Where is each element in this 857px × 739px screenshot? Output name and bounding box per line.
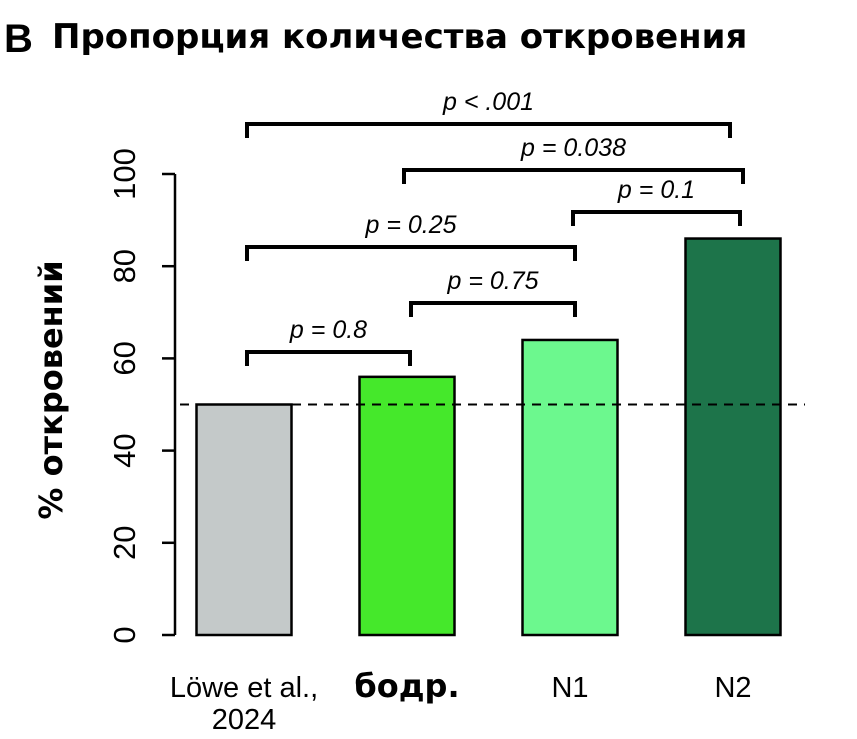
- comparison-brackets: p < .001 p = 0.038 p = 0.1 p = 0.25 p = 0.75…: [245, 88, 745, 366]
- p-value-label: p = 0.75: [446, 267, 538, 295]
- x-tick-label: бодр.: [354, 667, 459, 705]
- p-value-label: p = 0.1: [617, 176, 695, 204]
- y-tick-label: 40: [107, 433, 142, 467]
- comparison-bracket: [402, 168, 745, 184]
- x-tick-label: N1: [551, 672, 588, 704]
- comparison-bracket: [245, 350, 412, 366]
- comparison-bracket: [409, 301, 577, 317]
- y-tick-label: 20: [107, 526, 142, 560]
- p-value-label: p < .001: [442, 88, 534, 116]
- bar: [521, 338, 619, 637]
- bar: [684, 237, 782, 637]
- y-tick-label: 100: [107, 148, 142, 200]
- y-tick-label: 60: [107, 341, 142, 375]
- p-value-label: p = 0.25: [364, 211, 456, 239]
- panel-label: B: [4, 17, 33, 61]
- y-axis-label: % откровений: [32, 260, 70, 519]
- y-tick-label: 80: [107, 249, 142, 283]
- x-tick-label: Löwe et al.,: [170, 672, 318, 704]
- p-value-label: p = 0.8: [289, 316, 367, 344]
- y-tick-label: 0: [107, 626, 142, 643]
- p-value-label: p = 0.038: [520, 134, 626, 162]
- chart-title: Пропорция количества откровения: [52, 17, 747, 57]
- y-axis: 0 20 40 60 80 100: [107, 148, 177, 644]
- comparison-bracket: [245, 245, 577, 261]
- x-tick-label: 2024: [212, 704, 277, 736]
- bars: [195, 237, 782, 637]
- bar: [195, 403, 293, 637]
- comparison-bracket: [571, 210, 742, 226]
- x-axis-labels: Löwe et al.,2024 бодр. N1 N2: [170, 667, 752, 736]
- comparison-bracket: [245, 122, 732, 138]
- bar: [358, 375, 456, 637]
- x-tick-label: N2: [714, 672, 751, 704]
